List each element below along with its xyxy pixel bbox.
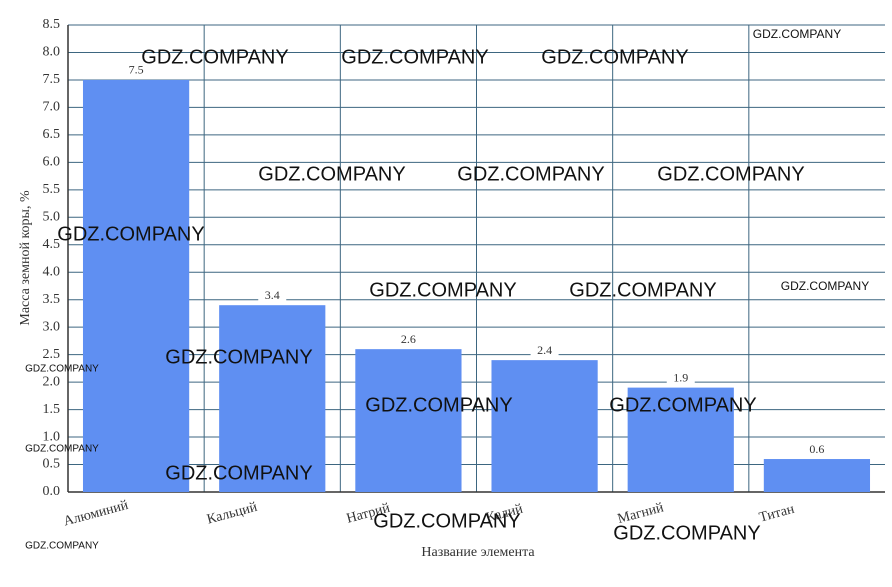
y-axis-label: Масса земной коры, % bbox=[18, 190, 33, 326]
watermark: GDZ.COMPANY bbox=[373, 510, 520, 532]
watermark: GDZ.COMPANY bbox=[369, 279, 516, 301]
value-label: 3.4 bbox=[265, 288, 280, 302]
bar bbox=[627, 387, 734, 492]
y-tick-label: 0.0 bbox=[43, 484, 61, 499]
y-tick-label: 5.5 bbox=[43, 182, 61, 197]
y-tick-label: 4.5 bbox=[43, 237, 61, 252]
watermark: GDZ.COMPANY bbox=[165, 462, 312, 484]
y-tick-label: 5.0 bbox=[43, 210, 61, 225]
value-label-box bbox=[122, 63, 151, 77]
watermark: GDZ.COMPANY bbox=[141, 46, 288, 68]
value-label: 1.9 bbox=[673, 370, 688, 384]
value-label-box bbox=[530, 344, 559, 358]
watermark: GDZ.COMPANY bbox=[753, 27, 841, 41]
y-tick-label: 8.0 bbox=[43, 45, 61, 60]
value-label-box bbox=[802, 443, 831, 457]
y-tick-label: 7.0 bbox=[43, 100, 61, 115]
value-label-box bbox=[258, 289, 287, 303]
watermark: GDZ.COMPANY bbox=[25, 541, 99, 552]
y-tick-label: 6.0 bbox=[43, 155, 61, 170]
watermark: GDZ.COMPANY bbox=[57, 223, 204, 245]
value-label-box bbox=[394, 333, 423, 347]
watermark: GDZ.COMPANY bbox=[569, 279, 716, 301]
y-tick-label: 7.5 bbox=[43, 72, 61, 87]
bar bbox=[355, 349, 462, 492]
watermark: GDZ.COMPANY bbox=[25, 444, 99, 455]
y-tick-label: 0.5 bbox=[43, 457, 61, 472]
watermark: GDZ.COMPANY bbox=[541, 46, 688, 68]
watermark: GDZ.COMPANY bbox=[341, 46, 488, 68]
watermark: GDZ.COMPANY bbox=[781, 279, 869, 293]
bar bbox=[219, 305, 326, 492]
y-tick-label: 4.0 bbox=[43, 264, 61, 279]
value-label: 0.6 bbox=[809, 442, 824, 456]
watermark: GDZ.COMPANY bbox=[25, 364, 99, 375]
watermark: GDZ.COMPANY bbox=[609, 394, 756, 416]
watermark: GDZ.COMPANY bbox=[365, 394, 512, 416]
y-tick-label: 3.0 bbox=[43, 319, 61, 334]
y-tick-label: 1.5 bbox=[43, 402, 61, 417]
bar bbox=[763, 459, 871, 492]
y-tick-label: 2.5 bbox=[43, 347, 61, 362]
x-tick-label: Кальций bbox=[205, 500, 259, 528]
y-tick-label: 2.0 bbox=[43, 374, 61, 389]
bar bbox=[491, 360, 598, 492]
y-tick-label: 6.5 bbox=[43, 127, 61, 142]
x-tick-label: Алюминий bbox=[62, 498, 130, 530]
watermark: GDZ.COMPANY bbox=[457, 163, 604, 185]
value-label: 7.5 bbox=[129, 63, 144, 77]
value-label-box bbox=[666, 371, 695, 385]
value-label: 2.6 bbox=[401, 332, 416, 346]
watermark: GDZ.COMPANY bbox=[165, 346, 312, 368]
bar bbox=[82, 79, 190, 493]
y-tick-label: 1.0 bbox=[43, 429, 61, 444]
watermark: GDZ.COMPANY bbox=[613, 522, 760, 544]
y-tick-label: 3.5 bbox=[43, 292, 61, 307]
watermark: GDZ.COMPANY bbox=[657, 163, 804, 185]
x-tick-label: Титан bbox=[758, 502, 797, 526]
value-label: 2.4 bbox=[537, 343, 552, 357]
x-axis-label: Название элемента bbox=[421, 545, 535, 560]
y-tick-label: 8.5 bbox=[43, 17, 61, 32]
watermark: GDZ.COMPANY bbox=[258, 163, 405, 185]
